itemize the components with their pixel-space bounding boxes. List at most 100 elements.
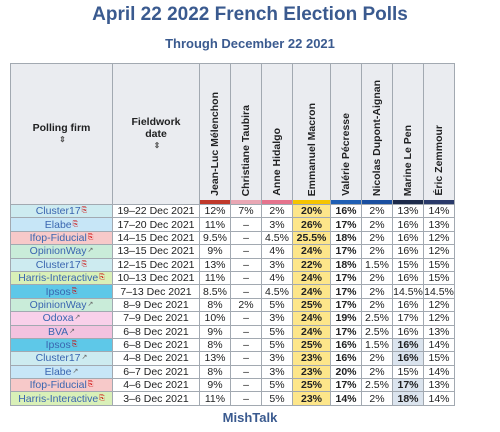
pdf-icon[interactable]: ⎘ bbox=[99, 394, 105, 402]
poll-value-cell: 2.5% bbox=[361, 378, 393, 393]
column-header-candidate[interactable]: Jean-Luc Mélenchon bbox=[199, 63, 231, 205]
polling-firm-link[interactable]: Ipsos bbox=[45, 339, 71, 352]
poll-value-cell: 12% bbox=[423, 244, 455, 259]
polling-firm-link[interactable]: BVA bbox=[47, 325, 69, 338]
fieldwork-date-cell: 4–6 Dec 2021 bbox=[112, 378, 200, 393]
poll-value-cell: 24% bbox=[292, 270, 331, 286]
fieldwork-date-cell: 8–9 Dec 2021 bbox=[112, 297, 200, 313]
poll-value-cell: 22% bbox=[292, 257, 331, 272]
poll-value-cell: 16% bbox=[330, 351, 362, 366]
fieldwork-date-cell: 13–15 Dec 2021 bbox=[112, 244, 200, 259]
candidate-color-bar bbox=[262, 200, 292, 204]
poll-value-cell: 15% bbox=[423, 351, 455, 366]
column-header-candidate[interactable]: Valérie Pécresse bbox=[330, 63, 362, 205]
pdf-icon[interactable]: ⎘ bbox=[72, 220, 79, 228]
external-link-icon[interactable]: ↗ bbox=[87, 300, 94, 308]
fieldwork-date-cell: 6–8 Dec 2021 bbox=[112, 337, 200, 353]
poll-value-cell: 5% bbox=[261, 297, 293, 313]
polling-firm-link[interactable]: Elabe bbox=[44, 218, 72, 231]
pdf-icon[interactable]: ⎘ bbox=[71, 287, 78, 295]
column-header-polling-firm[interactable]: Polling firm ⇕ bbox=[10, 63, 113, 205]
polling-firm-link[interactable]: Ifop-Fiducial bbox=[29, 231, 87, 244]
column-header-candidate[interactable]: Marine Le Pen bbox=[392, 63, 424, 205]
external-link-icon[interactable]: ↗ bbox=[87, 247, 94, 255]
poll-value-cell: 12% bbox=[423, 230, 455, 246]
poll-value-cell: 24% bbox=[292, 311, 331, 326]
pdf-icon[interactable]: ⎘ bbox=[71, 341, 78, 349]
poll-value-cell: 2% bbox=[361, 351, 393, 366]
poll-value-cell: 2% bbox=[361, 217, 393, 232]
polling-firm-link[interactable]: Elabe bbox=[44, 365, 72, 378]
poll-value-cell: – bbox=[230, 324, 262, 339]
polling-firm-link[interactable]: Cluster17 bbox=[35, 258, 81, 271]
poll-value-cell: 3% bbox=[261, 311, 293, 326]
polling-firm-link[interactable]: Ipsos bbox=[45, 285, 71, 298]
poll-value-cell: 14% bbox=[423, 391, 455, 406]
sort-icon[interactable]: ⇕ bbox=[153, 141, 161, 150]
polling-firm-cell: Odoxa↗ bbox=[10, 311, 113, 326]
table-row: Elabe⎘ 17–20 Dec 2021 11% –3% 26% 17% 2% 16% 13% bbox=[10, 217, 455, 232]
poll-value-cell: 17% bbox=[392, 311, 424, 326]
pdf-icon[interactable]: ⎘ bbox=[81, 260, 88, 268]
poll-value-cell: 10% bbox=[199, 311, 231, 326]
table-row: OpinionWay↗ 13–15 Dec 2021 9% –4% 24% 17% 2% 16… bbox=[10, 244, 455, 259]
pdf-icon[interactable]: ⎘ bbox=[87, 381, 94, 389]
poll-value-cell: 23% bbox=[292, 351, 331, 366]
column-header-candidate[interactable]: Anne Hidalgo bbox=[261, 63, 293, 205]
poll-value-cell: 5% bbox=[261, 324, 293, 339]
external-link-icon[interactable]: ↗ bbox=[72, 367, 79, 375]
polls-table: Polling firm ⇕ Fieldwork date ⇕ Jean-Luc… bbox=[10, 63, 455, 406]
column-header-candidate[interactable]: Éric Zemmour bbox=[423, 63, 455, 205]
poll-value-cell: 2% bbox=[361, 391, 393, 406]
table-row: Cluster17⎘ 12–15 Dec 2021 13% –3% 22% 18% 1.5%… bbox=[10, 257, 455, 272]
polling-firm-link[interactable]: Ifop-Fiducial bbox=[29, 379, 87, 392]
external-link-icon[interactable]: ↗ bbox=[69, 327, 76, 335]
poll-value-cell: 14% bbox=[423, 203, 455, 219]
polling-firm-link[interactable]: Cluster17 bbox=[35, 352, 81, 365]
poll-value-cell: 4.5% bbox=[261, 284, 293, 299]
poll-value-cell: 14% bbox=[423, 364, 455, 380]
poll-value-cell: – bbox=[230, 391, 262, 406]
table-row: Ipsos⎘ 6–8 Dec 2021 8% –5% 25% 16% 1.5% 16% 14% bbox=[10, 337, 455, 353]
poll-value-cell: 12% bbox=[423, 297, 455, 313]
poll-value-cell: 2% bbox=[361, 364, 393, 380]
poll-value-cell: 11% bbox=[199, 270, 231, 286]
poll-value-cell: – bbox=[230, 351, 262, 366]
external-link-icon[interactable]: ↗ bbox=[74, 314, 81, 322]
column-header-fieldwork-date[interactable]: Fieldwork date ⇕ bbox=[112, 63, 200, 205]
column-header-candidate[interactable]: Emmanuel Macron bbox=[292, 63, 331, 205]
fieldwork-date-header-label: Fieldwork date bbox=[131, 116, 181, 140]
polling-firm-link[interactable]: OpinionWay bbox=[29, 245, 87, 258]
table-row: Ipsos⎘ 7–13 Dec 2021 8.5% –4.5% 24% 17% 2% 14.5… bbox=[10, 284, 455, 299]
column-header-candidate[interactable]: Nicolas Dupont-Aignan bbox=[361, 63, 393, 205]
poll-value-cell: 24% bbox=[292, 324, 331, 339]
poll-value-cell: 13% bbox=[423, 217, 455, 232]
poll-value-cell: 14.5% bbox=[392, 284, 424, 299]
poll-value-cell: – bbox=[230, 337, 262, 353]
pdf-icon[interactable]: ⎘ bbox=[87, 233, 94, 241]
polling-firm-link[interactable]: Cluster17 bbox=[35, 205, 81, 218]
table-row: Ifop-Fiducial⎘ 14–15 Dec 2021 9.5% –4.5% 25.… bbox=[10, 230, 455, 246]
poll-value-cell: 20% bbox=[292, 203, 331, 219]
pdf-icon[interactable]: ⎘ bbox=[81, 207, 88, 215]
page-subtitle: Through December 22 2021 bbox=[165, 36, 335, 51]
poll-value-cell: 8.5% bbox=[199, 284, 231, 299]
pdf-icon[interactable]: ⎘ bbox=[99, 274, 105, 282]
poll-value-cell: 2% bbox=[361, 203, 393, 219]
polling-firm-cell: Ipsos⎘ bbox=[10, 337, 113, 353]
polling-firm-cell: Harris-Interactive⎘ bbox=[10, 391, 113, 406]
candidate-name: Marine Le Pen bbox=[402, 124, 414, 196]
poll-value-cell: 18% bbox=[330, 257, 362, 272]
column-header-candidate[interactable]: Christiane Taubira bbox=[230, 63, 262, 205]
polling-firm-link[interactable]: Harris-Interactive bbox=[18, 272, 99, 285]
poll-value-cell: 2% bbox=[361, 244, 393, 259]
table-row: Cluster17↗ 4–8 Dec 2021 13% –3% 23% 16% 2% 16% 1… bbox=[10, 351, 455, 366]
poll-value-cell: 17% bbox=[330, 217, 362, 232]
polling-firm-link[interactable]: OpinionWay bbox=[29, 298, 87, 311]
candidate-name: Valérie Pécresse bbox=[340, 113, 352, 196]
sort-icon[interactable]: ⇕ bbox=[59, 135, 66, 144]
polling-firm-link[interactable]: Harris-Interactive bbox=[18, 392, 99, 405]
polling-firm-link[interactable]: Odoxa bbox=[42, 312, 74, 325]
external-link-icon[interactable]: ↗ bbox=[81, 354, 88, 362]
polling-firm-cell: Cluster17↗ bbox=[10, 351, 113, 366]
